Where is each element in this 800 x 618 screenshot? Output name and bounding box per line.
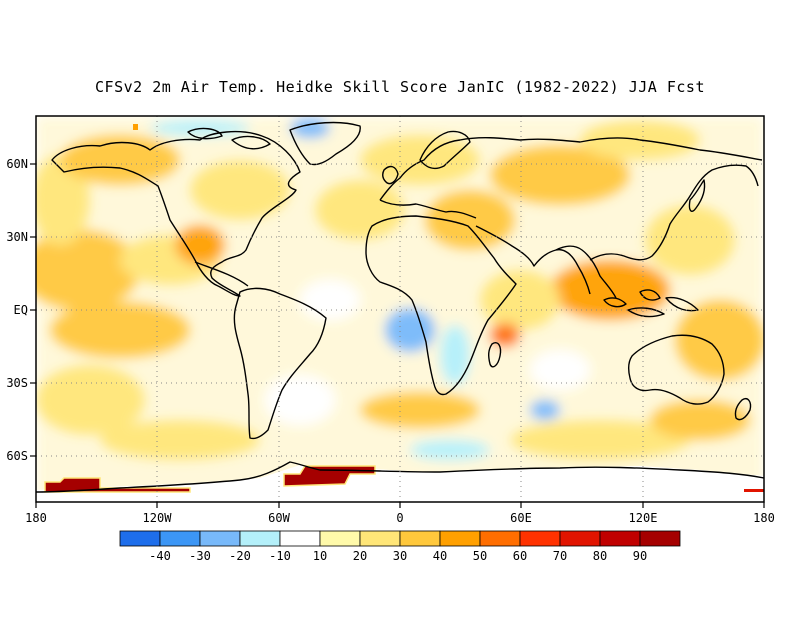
map-title: CFSv2 2m Air Temp. Heidke Skill Score Ja… (95, 78, 705, 96)
coastlines (36, 121, 764, 493)
lon-label-180e: 180 (753, 511, 775, 525)
colorbar-label: 30 (393, 549, 407, 563)
lon-label-60e: 60E (510, 511, 532, 525)
colorbar-label: 10 (313, 549, 327, 563)
colorbar-label: -10 (269, 549, 291, 563)
colorbar-swatch (639, 530, 681, 547)
colorbar-swatch (559, 530, 601, 547)
tick-marks (30, 163, 765, 508)
colorbar-swatch (119, 530, 161, 547)
colorbar-label: -30 (189, 549, 211, 563)
lon-label-180w: 180 (25, 511, 47, 525)
colorbar-label: 20 (353, 549, 367, 563)
lon-label-0: 0 (396, 511, 403, 525)
colorbar-swatch (319, 530, 361, 547)
lat-label-60n: 60N (6, 157, 28, 171)
lon-label-120e: 120E (629, 511, 658, 525)
colorbar-swatch (239, 530, 281, 547)
colorbar-swatch (439, 530, 481, 547)
colorbar-swatch (359, 530, 401, 547)
colorbar-swatch (479, 530, 521, 547)
colorbar-swatch (519, 530, 561, 547)
colorbar-label: 60 (513, 549, 527, 563)
lat-labels: 60N 30N EQ 30S 60S (6, 157, 28, 463)
colorbar-label: 40 (433, 549, 447, 563)
colorbar-swatch (599, 530, 641, 547)
lon-label-60w: 60W (268, 511, 290, 525)
colorbar-swatch (159, 530, 201, 547)
colorbar-label: -20 (229, 549, 251, 563)
colorbar-label: 90 (633, 549, 647, 563)
lat-label-30n: 30N (6, 230, 28, 244)
lon-labels: 180 120W 60W 0 60E 120E 180 (25, 511, 775, 525)
colorbar-label: 70 (553, 549, 567, 563)
colorbar-swatch (199, 530, 241, 547)
colorbar: -40 -30 -20 -10 10 20 30 40 50 60 70 80 90 (119, 530, 681, 563)
lat-label-30s: 30S (6, 376, 28, 390)
colorbar-label: -40 (149, 549, 171, 563)
colorbar-swatch (279, 530, 321, 547)
lat-label-60s: 60S (6, 449, 28, 463)
colorbar-label: 50 (473, 549, 487, 563)
colorbar-swatch (399, 530, 441, 547)
lon-label-120w: 120W (143, 511, 173, 525)
lat-label-eq: EQ (14, 303, 28, 317)
colorbar-label: 80 (593, 549, 607, 563)
